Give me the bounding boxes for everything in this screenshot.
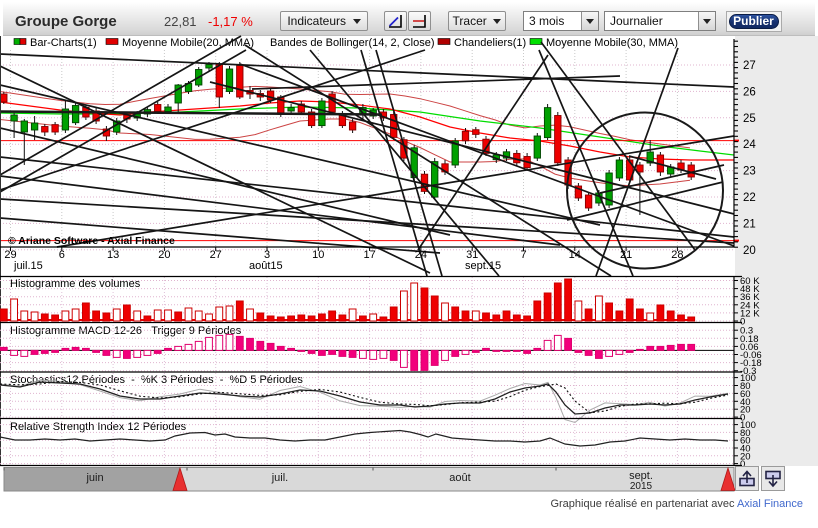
svg-text:0.3: 0.3: [740, 326, 753, 337]
svg-text:0: 0: [740, 317, 745, 328]
svg-text:6: 6: [59, 249, 65, 261]
svg-text:31: 31: [466, 249, 478, 261]
svg-text:100: 100: [740, 420, 756, 431]
svg-text:13: 13: [107, 249, 119, 261]
svg-text:Moyenne Mobile(20, MMA): Moyenne Mobile(20, MMA): [122, 37, 254, 49]
svg-text:24: 24: [415, 249, 427, 261]
svg-text:août: août: [449, 472, 470, 484]
svg-text:0.06: 0.06: [740, 342, 759, 353]
svg-text:3: 3: [264, 249, 270, 261]
svg-text:14: 14: [569, 249, 581, 261]
svg-text:22: 22: [743, 192, 756, 204]
svg-text:23: 23: [743, 166, 756, 178]
svg-text:-0.06: -0.06: [740, 350, 762, 361]
svg-text:juil.: juil.: [271, 472, 289, 484]
svg-text:27: 27: [743, 60, 756, 72]
svg-text:20: 20: [158, 249, 170, 261]
svg-text:juil.15: juil.15: [13, 260, 43, 272]
svg-text:0: 0: [740, 413, 745, 424]
svg-text:sept.: sept.: [629, 470, 653, 482]
svg-text:48 K: 48 K: [740, 284, 760, 295]
svg-text:29: 29: [4, 249, 16, 261]
svg-text:Histogramme MACD 12-26 Trigg: Histogramme MACD 12-26 Trigger 9 Période…: [10, 325, 242, 337]
svg-text:60: 60: [740, 389, 751, 400]
svg-text:60: 60: [740, 436, 751, 447]
svg-text:Bar-Charts(1): Bar-Charts(1): [30, 37, 97, 49]
svg-text:20: 20: [743, 245, 756, 257]
svg-text:0: 0: [740, 459, 745, 470]
svg-text:26: 26: [743, 86, 756, 98]
svg-text:21: 21: [743, 218, 756, 230]
svg-text:25: 25: [743, 113, 756, 125]
svg-text:Bandes de Bollinger(14, 2, Clo: Bandes de Bollinger(14, 2, Close): [270, 37, 434, 49]
svg-text:juin: juin: [85, 472, 103, 484]
svg-text:Stochastics12 Périodes - %K: Stochastics12 Périodes - %K 3 Périodes -…: [10, 374, 303, 386]
svg-text:Chandeliers(1): Chandeliers(1): [454, 37, 526, 49]
svg-text:27: 27: [210, 249, 222, 261]
svg-text:2015: 2015: [630, 481, 653, 492]
svg-text:0.18: 0.18: [740, 334, 759, 345]
svg-text:21: 21: [620, 249, 632, 261]
svg-text:12 K: 12 K: [740, 308, 760, 319]
svg-text:17: 17: [363, 249, 375, 261]
svg-text:80: 80: [740, 428, 751, 439]
svg-text:24 K: 24 K: [740, 300, 760, 311]
svg-text:Moyenne Mobile(30, MMA): Moyenne Mobile(30, MMA): [546, 37, 678, 49]
svg-text:40: 40: [740, 444, 751, 455]
svg-text:sept.15: sept.15: [465, 260, 501, 272]
svg-text:10: 10: [312, 249, 324, 261]
svg-text:août15: août15: [249, 260, 283, 272]
svg-text:© Ariane Software - Axial Fina: © Ariane Software - Axial Finance: [8, 235, 175, 247]
svg-text:80: 80: [740, 381, 751, 392]
svg-text:Relative Strength Index 12 Pér: Relative Strength Index 12 Périodes: [10, 421, 187, 433]
svg-text:100: 100: [740, 373, 756, 384]
svg-text:-0.18: -0.18: [740, 358, 762, 369]
svg-text:40: 40: [740, 397, 751, 408]
svg-text:20: 20: [740, 451, 751, 462]
svg-text:60 K: 60 K: [740, 276, 760, 287]
svg-text:7: 7: [520, 249, 526, 261]
svg-text:20: 20: [740, 405, 751, 416]
svg-text:28: 28: [671, 249, 683, 261]
svg-text:36 K: 36 K: [740, 292, 760, 303]
svg-text:-0.3: -0.3: [740, 366, 756, 377]
svg-text:24: 24: [743, 139, 756, 151]
